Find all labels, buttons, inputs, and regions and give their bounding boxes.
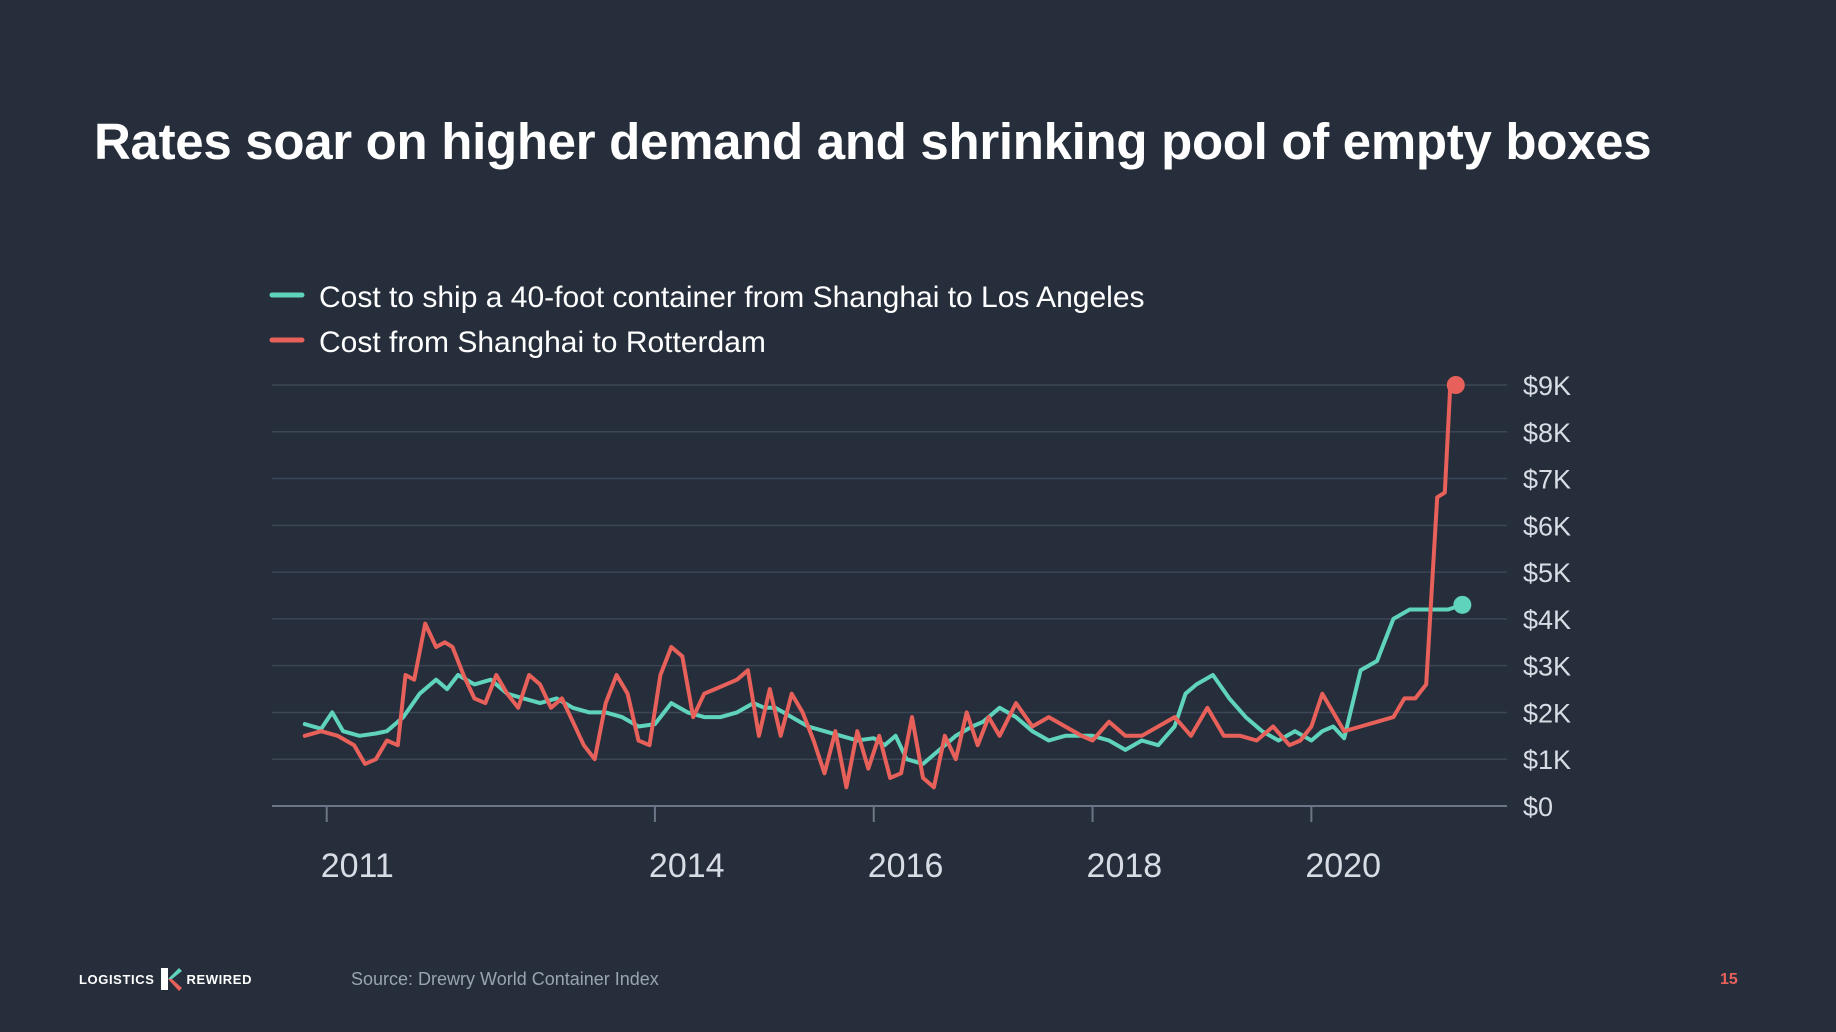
y-tick-label: $4K (1523, 605, 1571, 635)
series-line-rotterdam (302, 383, 1458, 790)
legend-label-rotterdam: Cost from Shanghai to Rotterdam (319, 326, 766, 359)
x-tick-label: 2014 (649, 847, 725, 885)
source-note: Source: Drewry World Container Index (351, 969, 659, 989)
y-axis-labels: $0 $1K $2K $3K $4K $5K $6K $7K $8K $9K (1523, 371, 1571, 822)
end-marker-rotterdam (1446, 376, 1465, 394)
logo-text-right: REWIRED (186, 971, 253, 987)
y-tick-label: $0 (1523, 792, 1553, 822)
logo-text-left: LOGISTICS (79, 971, 155, 987)
legend-label-la: Cost to ship a 40-foot container from Sh… (319, 281, 1145, 314)
company-logo: LOGISTICS REWIRED (79, 966, 252, 992)
k-logo-icon (161, 968, 183, 991)
y-tick-label: $6K (1523, 511, 1571, 541)
chart-legend: Cost to ship a 40-foot container from Sh… (269, 281, 1145, 359)
slide-title: Rates soar on higher demand and shrinkin… (94, 113, 1652, 170)
y-tick-label: $9K (1523, 371, 1571, 401)
x-tick-label: 2020 (1305, 847, 1381, 885)
series-lines (302, 376, 1472, 790)
y-tick-label: $2K (1523, 698, 1571, 728)
grid-lines (272, 384, 1507, 807)
y-tick-label: $1K (1523, 745, 1571, 775)
y-tick-label: $3K (1523, 652, 1571, 682)
x-axis: 2011 2014 2016 2018 2020 (321, 806, 1381, 885)
x-tick-label: 2011 (321, 847, 394, 885)
y-tick-label: $8K (1523, 418, 1571, 448)
page-number: 15 (1720, 971, 1738, 988)
end-marker-la (1453, 595, 1472, 614)
x-tick-label: 2016 (868, 847, 944, 885)
series-line-la (302, 602, 1465, 766)
y-tick-label: $5K (1523, 558, 1571, 588)
x-tick-label: 2018 (1087, 847, 1163, 885)
y-tick-label: $7K (1523, 465, 1571, 495)
